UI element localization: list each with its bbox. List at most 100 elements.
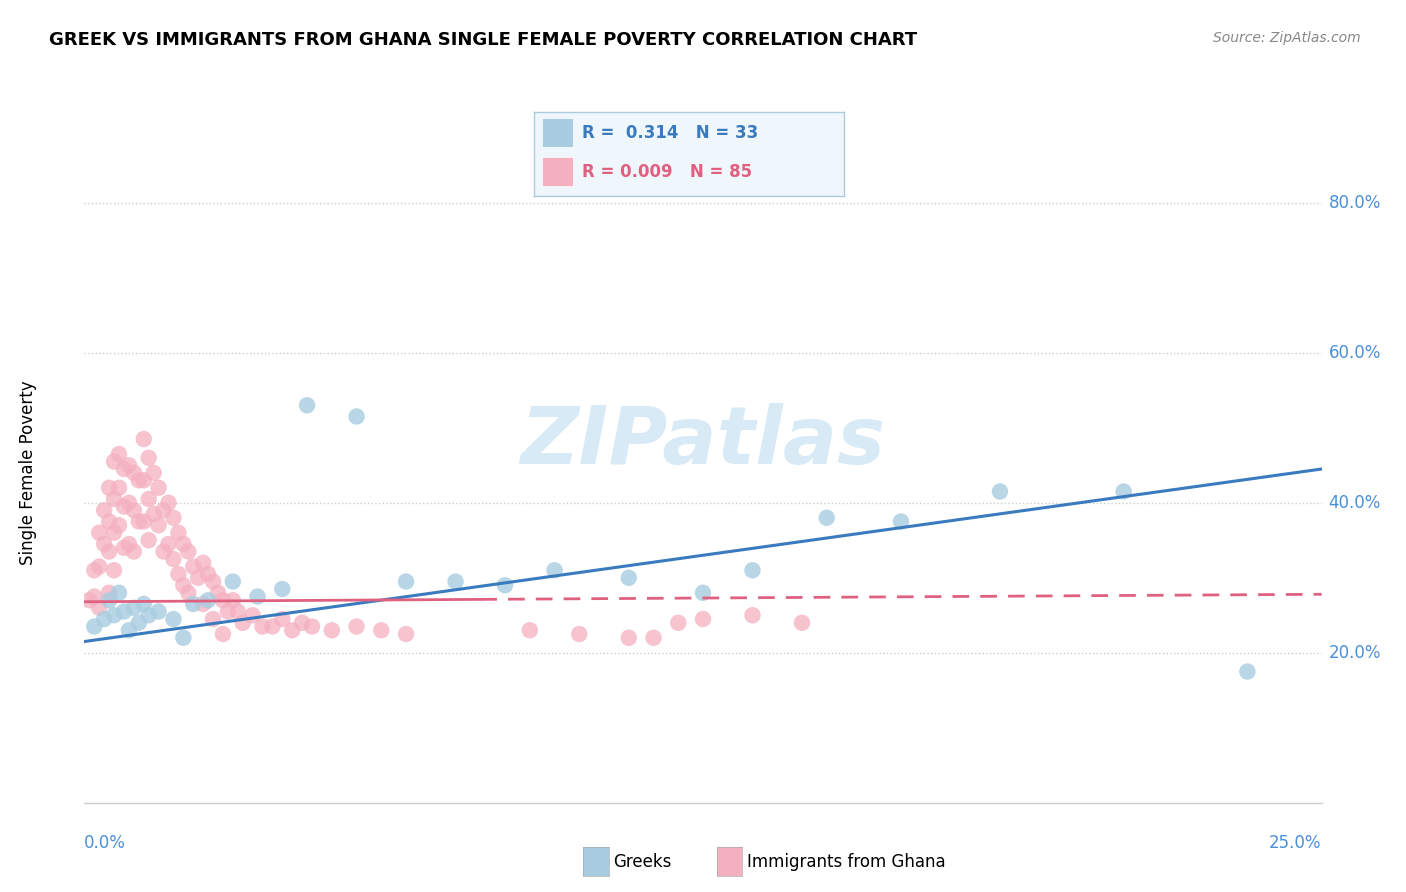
Point: [103, 563, 125, 577]
Point: [321, 624, 343, 638]
Point: [167, 525, 190, 540]
Point: [222, 593, 245, 607]
Point: [162, 510, 184, 524]
Point: [815, 510, 838, 524]
Point: [197, 567, 219, 582]
Point: [157, 496, 180, 510]
Point: [112, 605, 135, 619]
Point: [172, 631, 194, 645]
Text: Single Female Poverty: Single Female Poverty: [20, 381, 37, 565]
Point: [177, 586, 200, 600]
Point: [138, 533, 160, 548]
Point: [132, 473, 155, 487]
Point: [202, 612, 225, 626]
Text: Source: ZipAtlas.com: Source: ZipAtlas.com: [1213, 31, 1361, 45]
Point: [138, 491, 160, 506]
Text: 80.0%: 80.0%: [1329, 194, 1381, 211]
Point: [118, 624, 141, 638]
Point: [148, 481, 170, 495]
Point: [148, 605, 170, 619]
Point: [666, 615, 689, 630]
Text: R =  0.314   N = 33: R = 0.314 N = 33: [582, 124, 758, 142]
Point: [1236, 665, 1258, 679]
Point: [181, 559, 204, 574]
Point: [103, 608, 125, 623]
Point: [93, 612, 115, 626]
Point: [692, 586, 714, 600]
Point: [741, 608, 763, 623]
Point: [142, 507, 165, 521]
Point: [108, 481, 131, 495]
Point: [83, 590, 105, 604]
Point: [89, 559, 111, 574]
Point: [226, 605, 249, 619]
Point: [162, 612, 184, 626]
Point: [128, 615, 150, 630]
Point: [108, 447, 131, 461]
Point: [187, 571, 209, 585]
Bar: [541, 157, 574, 186]
Point: [93, 503, 115, 517]
Text: 20.0%: 20.0%: [1329, 644, 1381, 662]
Point: [167, 567, 190, 582]
Point: [98, 544, 121, 558]
Point: [108, 518, 131, 533]
Point: [98, 481, 121, 495]
Point: [1112, 484, 1135, 499]
Point: [252, 619, 274, 633]
Point: [291, 615, 314, 630]
Point: [207, 586, 229, 600]
Point: [222, 574, 245, 589]
Point: [112, 541, 135, 555]
Point: [122, 544, 145, 558]
Point: [395, 627, 418, 641]
Point: [132, 515, 155, 529]
Point: [152, 544, 174, 558]
Point: [262, 619, 284, 633]
Point: [543, 563, 565, 577]
Point: [741, 563, 763, 577]
Point: [246, 590, 269, 604]
Point: [643, 631, 665, 645]
Point: [122, 466, 145, 480]
Point: [142, 466, 165, 480]
Text: Immigrants from Ghana: Immigrants from Ghana: [747, 853, 945, 871]
Point: [108, 586, 131, 600]
Point: [346, 619, 368, 633]
Point: [212, 627, 235, 641]
Point: [370, 624, 392, 638]
Point: [103, 454, 125, 468]
Point: [181, 597, 204, 611]
Text: 60.0%: 60.0%: [1329, 343, 1381, 362]
Text: GREEK VS IMMIGRANTS FROM GHANA SINGLE FEMALE POVERTY CORRELATION CHART: GREEK VS IMMIGRANTS FROM GHANA SINGLE FE…: [49, 31, 917, 49]
Point: [122, 503, 145, 517]
Point: [395, 574, 418, 589]
Point: [103, 491, 125, 506]
Point: [83, 619, 105, 633]
Point: [242, 608, 264, 623]
Point: [988, 484, 1011, 499]
Point: [83, 563, 105, 577]
Point: [132, 432, 155, 446]
Point: [197, 593, 219, 607]
Point: [128, 473, 150, 487]
Point: [112, 500, 135, 514]
Point: [281, 624, 304, 638]
Point: [568, 627, 591, 641]
Point: [138, 608, 160, 623]
Point: [138, 450, 160, 465]
Point: [112, 462, 135, 476]
Point: [157, 537, 180, 551]
Point: [172, 578, 194, 592]
Point: [79, 593, 101, 607]
Point: [295, 398, 318, 412]
Point: [232, 615, 254, 630]
Point: [162, 552, 184, 566]
Point: [103, 525, 125, 540]
Text: ZIPatlas: ZIPatlas: [520, 402, 886, 481]
Point: [271, 582, 294, 596]
Point: [93, 537, 115, 551]
Bar: [541, 119, 574, 147]
Point: [98, 593, 121, 607]
Point: [118, 458, 141, 473]
